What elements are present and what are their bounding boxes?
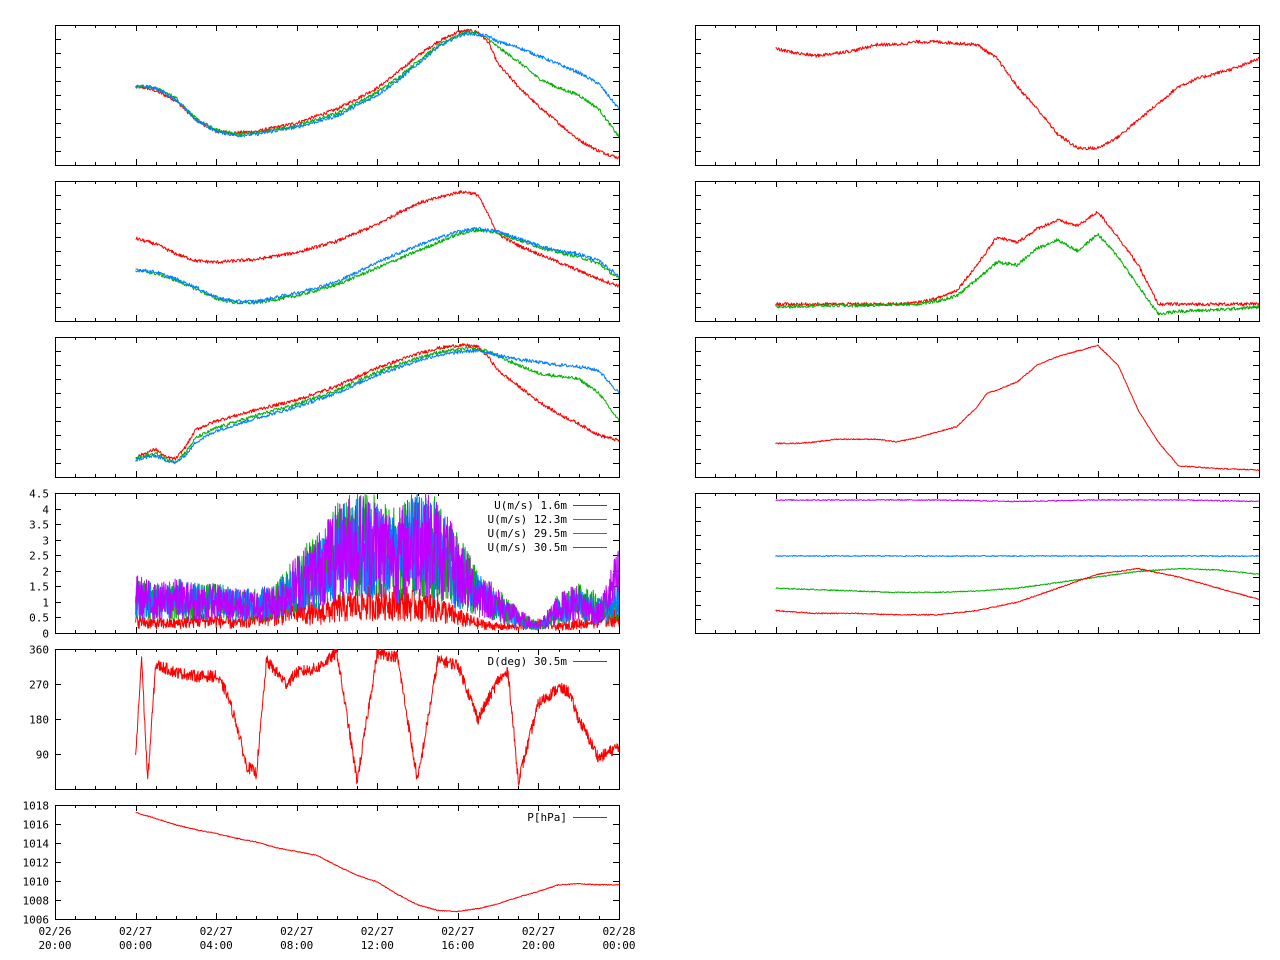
y-tick-label: 3.5 (29, 519, 49, 532)
series-line (775, 554, 1259, 558)
y-tick-label: 180 (29, 714, 49, 727)
x-tick-label-date: 02/27 (361, 925, 394, 938)
series-line (775, 344, 1259, 471)
x-tick-label-time: 20:00 (522, 939, 555, 952)
y-tick-label: 360 (29, 644, 49, 657)
chart-panel-right-2 (695, 181, 1260, 322)
series-line (135, 343, 619, 461)
x-tick-label-time: 12:00 (361, 939, 394, 952)
series-line (135, 190, 619, 288)
chart-panel-left-5: 90 180 270 360 D(deg) 30.5m (29, 644, 620, 790)
legend-label: U(m/s) 29.5m (488, 527, 568, 540)
x-tick-label-date: 02/27 (119, 925, 152, 938)
series-line (775, 567, 1259, 616)
chart-panel-right-1 (695, 25, 1260, 166)
y-tick-label: 1010 (23, 876, 50, 889)
legend-label: U(m/s) 12.3m (488, 513, 568, 526)
series-line (775, 39, 1259, 151)
series-line (775, 233, 1259, 316)
series-line (135, 493, 619, 629)
chart-panel-left-3 (55, 337, 620, 478)
y-tick-label: 1.5 (29, 581, 49, 594)
series-line (135, 649, 619, 786)
legend-label: P[hPa] (527, 811, 567, 824)
series-line (135, 226, 619, 304)
plot-frame (695, 181, 1260, 322)
plot-frame (695, 337, 1260, 478)
y-tick-label: 0.5 (29, 612, 49, 625)
chart-panel-left-2 (55, 181, 620, 322)
y-tick-label: 1006 (23, 914, 50, 927)
series-line (775, 210, 1259, 307)
x-tick-label-time: 04:00 (200, 939, 233, 952)
chart-panel-right-4 (695, 493, 1260, 634)
y-tick-label: 270 (29, 679, 49, 692)
y-tick-label: 1 (42, 597, 49, 610)
x-tick-label-time: 16:00 (441, 939, 474, 952)
series-line (135, 31, 619, 138)
x-tick-label-date: 02/27 (280, 925, 313, 938)
y-tick-label: 1012 (23, 857, 50, 870)
y-tick-label: 4.5 (29, 488, 49, 501)
y-tick-label: 1014 (23, 838, 50, 851)
series-line (775, 567, 1259, 594)
x-tick-label-date: 02/27 (522, 925, 555, 938)
legend-label: D(deg) 30.5m (488, 655, 568, 668)
y-tick-label: 1008 (23, 895, 50, 908)
y-tick-label: 1018 (23, 800, 50, 813)
y-tick-label: 0 (42, 628, 49, 641)
y-tick-label: 4 (42, 504, 49, 517)
series-line (135, 346, 619, 464)
legend-label: U(m/s) 1.6m (494, 499, 567, 512)
plot-frame (695, 493, 1260, 634)
y-tick-label: 3 (42, 535, 49, 548)
x-tick-label-date: 02/26 (38, 925, 71, 938)
legend-label: U(m/s) 30.5m (488, 541, 568, 554)
y-tick-label: 90 (36, 749, 49, 762)
plot-frame (695, 25, 1260, 166)
x-tick-label-date: 02/27 (441, 925, 474, 938)
y-tick-label: 2 (42, 566, 49, 579)
x-tick-label-time: 00:00 (119, 939, 152, 952)
x-tick-label-date: 02/28 (602, 925, 635, 938)
series-line (135, 30, 619, 138)
x-tick-label-time: 00:00 (602, 939, 635, 952)
series-line (775, 498, 1259, 503)
chart-panel-left-6: 100610081010101210141016101802/2620:0002… (23, 800, 636, 953)
y-tick-label: 1016 (23, 819, 50, 832)
chart-panel-left-4: 0 0.5 1 1.5 2 2.5 3 3.5 4 4.5 U(m/s) 1.6mU(m/s) 12… (29, 488, 620, 641)
series-line (135, 228, 619, 305)
series-line (135, 349, 619, 465)
x-tick-label-time: 20:00 (38, 939, 71, 952)
plot-frame (55, 25, 620, 166)
chart-panel-right-3 (695, 337, 1260, 478)
series-line (135, 812, 619, 913)
chart-panel-left-1 (55, 25, 620, 166)
x-tick-label-date: 02/27 (200, 925, 233, 938)
x-tick-label-time: 08:00 (280, 939, 313, 952)
y-tick-label: 2.5 (29, 550, 49, 563)
